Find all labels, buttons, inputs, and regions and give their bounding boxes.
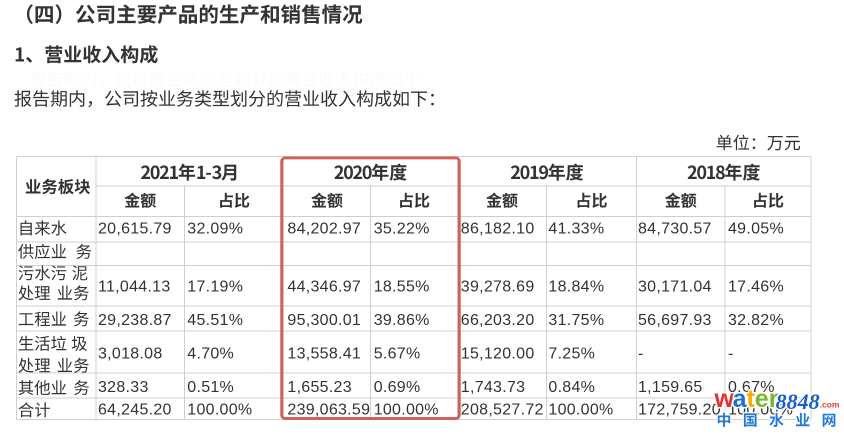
svg-text:100.00%: 100.00% — [374, 402, 439, 419]
svg-text:39,278.69: 39,278.69 — [461, 279, 535, 296]
svg-text:44,346.97: 44,346.97 — [287, 279, 361, 296]
svg-text:0.67%: 0.67% — [728, 379, 775, 396]
svg-text:328.33: 328.33 — [98, 379, 149, 396]
svg-text:15,120.00: 15,120.00 — [461, 346, 535, 363]
svg-text:30,171.04: 30,171.04 — [638, 279, 712, 296]
svg-text:1,159.65: 1,159.65 — [638, 379, 703, 396]
svg-text:66,203.20: 66,203.20 — [461, 312, 535, 329]
svg-text:.com: .com — [820, 399, 840, 409]
svg-text:29,238.87: 29,238.87 — [98, 312, 172, 329]
svg-text:3,018.08: 3,018.08 — [98, 346, 163, 363]
svg-text:56,697.93: 56,697.93 — [638, 312, 712, 329]
svg-text:32.82%: 32.82% — [728, 312, 784, 329]
svg-text:0.84%: 0.84% — [548, 379, 595, 396]
svg-text:17.19%: 17.19% — [187, 279, 243, 296]
svg-text:95,300.01: 95,300.01 — [287, 312, 361, 329]
svg-text:-: - — [638, 346, 644, 363]
svg-text:7.25%: 7.25% — [548, 346, 595, 363]
svg-text:239,063.59: 239,063.59 — [287, 402, 370, 419]
svg-text:35.22%: 35.22% — [374, 220, 430, 237]
svg-text:208,527.72: 208,527.72 — [461, 402, 544, 419]
svg-text:11,044.13: 11,044.13 — [98, 279, 171, 296]
svg-text:r: r — [769, 385, 779, 413]
svg-text:100.00%: 100.00% — [187, 402, 252, 419]
svg-text:49.05%: 49.05% — [728, 220, 784, 237]
svg-text:8848: 8848 — [776, 389, 820, 414]
svg-text:17.46%: 17.46% — [728, 279, 784, 296]
svg-text:-: - — [728, 346, 734, 363]
svg-text:18.84%: 18.84% — [548, 279, 604, 296]
svg-text:1,655.23: 1,655.23 — [287, 379, 352, 396]
svg-text:32.09%: 32.09% — [187, 220, 243, 237]
svg-text:5.67%: 5.67% — [374, 346, 421, 363]
svg-text:0.69%: 0.69% — [374, 379, 421, 396]
svg-text:84,730.57: 84,730.57 — [638, 220, 712, 237]
svg-text:t: t — [747, 385, 756, 413]
svg-text:0.51%: 0.51% — [187, 379, 234, 396]
svg-text:100.00%: 100.00% — [548, 402, 613, 419]
svg-text:45.51%: 45.51% — [187, 312, 243, 329]
svg-text:84,202.97: 84,202.97 — [287, 220, 361, 237]
svg-text:w: w — [714, 385, 735, 413]
svg-text:31.75%: 31.75% — [548, 312, 604, 329]
svg-text:4.70%: 4.70% — [187, 346, 234, 363]
svg-text:1,743.73: 1,743.73 — [461, 379, 526, 396]
svg-text:41.33%: 41.33% — [548, 220, 604, 237]
svg-text:a: a — [733, 385, 748, 413]
svg-text:13,558.41: 13,558.41 — [287, 346, 361, 363]
svg-text:e: e — [755, 385, 769, 413]
svg-text:64,245.20: 64,245.20 — [98, 402, 172, 419]
svg-text:39.86%: 39.86% — [374, 312, 430, 329]
svg-text:18.55%: 18.55% — [374, 279, 430, 296]
svg-text:86,182.10: 86,182.10 — [461, 220, 535, 237]
svg-text:20,615.79: 20,615.79 — [98, 220, 172, 237]
svg-text:172,759.20: 172,759.20 — [638, 402, 721, 419]
